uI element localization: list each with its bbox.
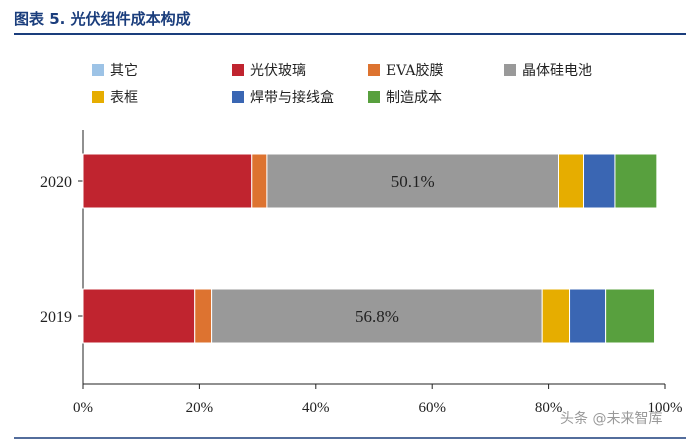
legend-item: EVA胶膜 xyxy=(368,60,444,80)
x-tick-label: 60% xyxy=(418,400,446,416)
x-tick-label: 80% xyxy=(535,400,563,416)
category-label: 2019 xyxy=(40,309,72,326)
bar-segment xyxy=(266,153,559,209)
watermark: 头条 @未来智库 xyxy=(560,411,663,427)
legend-label: 表框 xyxy=(110,90,138,106)
legend-item: 制造成本 xyxy=(368,87,442,107)
legend-item: 其它 xyxy=(92,60,138,80)
legend-swatch xyxy=(368,91,380,103)
legend-swatch xyxy=(232,64,244,76)
data-label: 50.1% xyxy=(391,172,435,191)
legend-item: 焊带与接线盒 xyxy=(232,87,334,107)
legend-swatch xyxy=(92,91,104,103)
legend-item: 光伏玻璃 xyxy=(232,60,306,80)
legend-item: 晶体硅电池 xyxy=(504,60,592,80)
bar-segment xyxy=(557,153,585,209)
bar-segment xyxy=(614,153,658,209)
legend-swatch xyxy=(504,64,516,76)
x-tick-label: 40% xyxy=(302,400,330,416)
x-tick-label: 0% xyxy=(73,400,93,416)
category-label: 2020 xyxy=(40,174,72,191)
chart-title: 图表 5. 光伏组件成本构成 xyxy=(14,10,191,28)
legend-label: 晶体硅电池 xyxy=(522,63,592,79)
figure-header: 图表 5. 光伏组件成本构成 xyxy=(0,0,700,35)
bar-segment xyxy=(569,288,607,344)
bar-segment xyxy=(194,288,213,344)
bar-segment xyxy=(583,153,616,209)
bar-segment xyxy=(605,288,656,344)
legend-label: 制造成本 xyxy=(386,90,442,106)
legend-label: 光伏玻璃 xyxy=(250,63,306,79)
legend-swatch xyxy=(92,64,104,76)
bar-segment xyxy=(251,153,268,209)
x-tick-label: 100% xyxy=(648,400,683,416)
legend-swatch xyxy=(232,91,244,103)
x-tick-label: 20% xyxy=(186,400,214,416)
legend-label: 焊带与接线盒 xyxy=(250,90,334,106)
title-divider xyxy=(14,33,686,35)
legend-label: 其它 xyxy=(110,63,138,79)
bar-segment xyxy=(82,153,253,209)
legend-swatch xyxy=(368,64,380,76)
legend-item: 表框 xyxy=(92,87,138,107)
bar-segment xyxy=(82,288,196,344)
legend-label: EVA胶膜 xyxy=(386,63,444,79)
data-label: 56.8% xyxy=(355,307,399,326)
bar-segment xyxy=(541,288,571,344)
